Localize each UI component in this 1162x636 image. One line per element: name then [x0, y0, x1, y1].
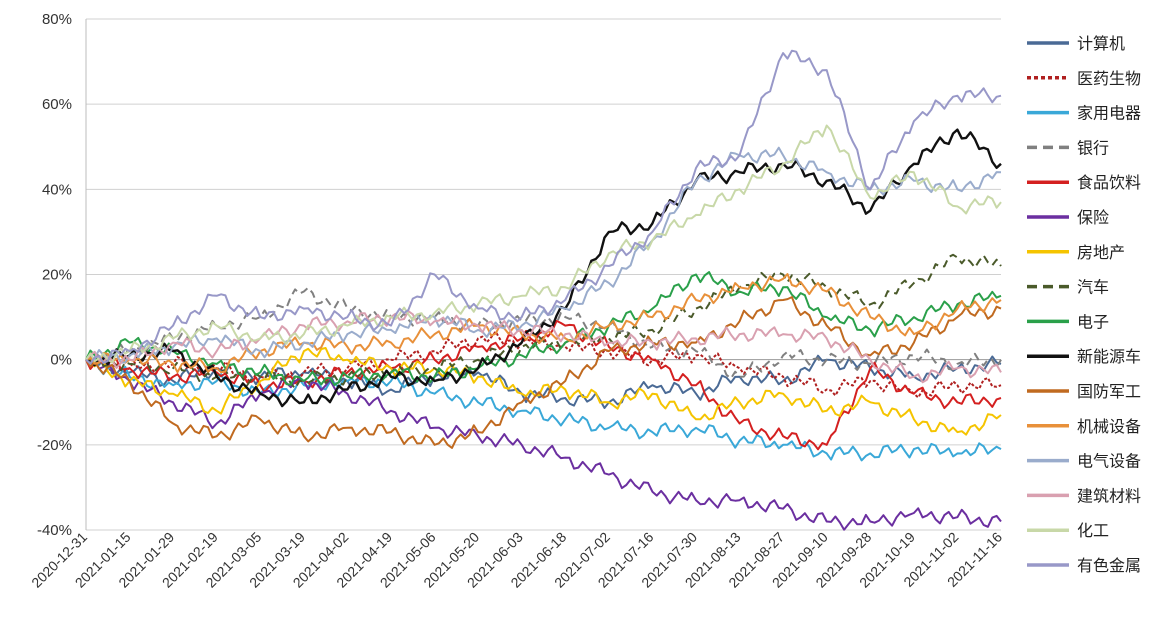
series-line	[85, 357, 1002, 462]
legend-label: 化工	[1077, 521, 1109, 540]
series-line	[85, 271, 1002, 386]
series-line	[85, 49, 1002, 365]
legend-label: 计算机	[1077, 34, 1125, 53]
legend-label: 汽车	[1077, 278, 1109, 297]
y-tick-label: 0%	[50, 352, 72, 369]
series-line	[85, 124, 1002, 364]
series-line	[85, 273, 1002, 374]
legend-label: 电子	[1077, 312, 1109, 331]
y-tick-label: 40%	[42, 181, 72, 198]
legend-label: 房地产	[1077, 243, 1125, 262]
series-line	[85, 253, 1002, 390]
legend-label: 家用电器	[1077, 104, 1141, 123]
series-line	[85, 310, 1002, 384]
y-tick-label: 20%	[42, 267, 72, 284]
legend: 计算机医药生物家用电器银行食品饮料保险房地产汽车电子新能源车国防军工机械设备电气…	[1027, 34, 1141, 575]
y-tick-label: -40%	[37, 522, 72, 539]
y-tick-label: 80%	[42, 11, 72, 28]
legend-label: 保险	[1077, 208, 1109, 227]
series-line	[85, 286, 1002, 380]
y-tick-label: 60%	[42, 96, 72, 113]
legend-label: 新能源车	[1077, 347, 1141, 366]
legend-label: 建筑材料	[1077, 486, 1141, 505]
legend-label: 机械设备	[1077, 417, 1141, 436]
series-line	[85, 347, 1002, 436]
x-axis-ticks: 2020-12-312021-01-152021-01-292021-02-19…	[28, 529, 1005, 591]
series-lines	[85, 49, 1002, 531]
legend-label: 食品饮料	[1077, 173, 1141, 192]
legend-label: 医药生物	[1077, 69, 1141, 88]
legend-label: 国防军工	[1077, 382, 1141, 401]
series-line	[85, 128, 1002, 408]
grid-lines	[85, 18, 1001, 531]
y-tick-label: -20%	[37, 437, 72, 454]
legend-label: 电气设备	[1077, 452, 1141, 471]
y-axis-ticks: 80% 60% 40% 20% 0% -20% -40%	[37, 11, 72, 539]
legend-label: 有色金属	[1077, 556, 1141, 575]
series-line	[85, 296, 1002, 449]
series-line	[85, 358, 1002, 531]
legend-label: 银行	[1077, 138, 1109, 157]
